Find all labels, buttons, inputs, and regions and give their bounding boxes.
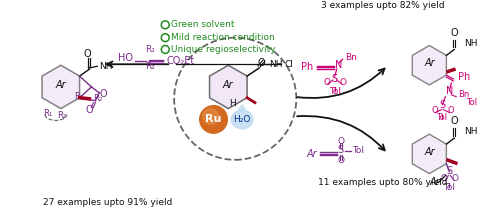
Text: Bn: Bn — [346, 53, 358, 62]
Text: Cl: Cl — [284, 60, 293, 69]
Text: Ph: Ph — [301, 62, 313, 72]
Text: Ph: Ph — [458, 72, 470, 82]
Text: Tol: Tol — [328, 87, 340, 96]
Text: Ar: Ar — [223, 80, 234, 90]
Text: 3 examples upto 82% yield: 3 examples upto 82% yield — [321, 1, 445, 10]
Polygon shape — [42, 65, 80, 109]
Text: Tol: Tol — [444, 183, 456, 192]
Text: O: O — [337, 137, 344, 146]
Text: O: O — [441, 175, 448, 183]
Text: Tol: Tol — [466, 98, 477, 107]
Text: NH: NH — [269, 60, 282, 69]
Text: O: O — [452, 175, 459, 183]
Text: O: O — [84, 49, 92, 59]
Text: Ar: Ar — [56, 80, 66, 90]
Polygon shape — [412, 46, 446, 85]
Text: Ar: Ar — [306, 149, 317, 159]
Circle shape — [202, 109, 218, 124]
Text: 11 examples upto 80% yield: 11 examples upto 80% yield — [318, 178, 448, 187]
Text: NH: NH — [100, 62, 113, 71]
Text: H₂O: H₂O — [234, 115, 251, 124]
Text: Mild reaction condition: Mild reaction condition — [171, 33, 275, 42]
Text: O: O — [339, 78, 346, 87]
Text: R₁: R₁ — [146, 45, 156, 54]
Text: Green solvent: Green solvent — [171, 20, 234, 29]
Text: Unique regioselectivity: Unique regioselectivity — [171, 45, 276, 54]
Text: O: O — [324, 78, 330, 87]
Polygon shape — [237, 104, 247, 111]
Text: Ar: Ar — [424, 147, 434, 157]
Text: Bn: Bn — [458, 90, 469, 99]
Text: O: O — [337, 156, 344, 165]
Text: NH: NH — [464, 127, 477, 136]
Text: Ru: Ru — [206, 114, 222, 124]
Text: S: S — [338, 145, 344, 155]
Circle shape — [200, 106, 228, 133]
Text: O: O — [86, 104, 94, 115]
Text: R₁: R₁ — [44, 109, 52, 118]
Text: R₂: R₂ — [57, 111, 66, 120]
Text: S: S — [332, 74, 338, 84]
Text: 27 examples upto 91% yield: 27 examples upto 91% yield — [43, 198, 172, 207]
Text: O: O — [450, 28, 458, 38]
Text: R₂: R₂ — [146, 62, 156, 71]
Text: Ar: Ar — [430, 177, 440, 187]
Text: O: O — [432, 106, 438, 115]
Polygon shape — [412, 134, 446, 174]
Polygon shape — [210, 65, 247, 109]
Ellipse shape — [232, 110, 253, 129]
Text: O: O — [450, 116, 458, 126]
Text: HO: HO — [118, 53, 132, 63]
Text: O: O — [100, 89, 107, 99]
Text: S: S — [446, 166, 452, 176]
Text: NH: NH — [464, 38, 477, 48]
Text: R₁: R₁ — [74, 92, 84, 101]
Text: N: N — [446, 86, 453, 96]
Text: O: O — [257, 58, 264, 68]
Text: CO₂Et: CO₂Et — [166, 56, 194, 66]
Text: N: N — [335, 60, 342, 70]
Text: Tol: Tol — [352, 146, 364, 155]
Text: H: H — [229, 99, 235, 108]
Text: S: S — [440, 100, 446, 110]
Text: R₂: R₂ — [94, 94, 102, 103]
Text: Tol: Tol — [436, 113, 447, 122]
Text: Ar: Ar — [424, 58, 434, 68]
Text: O: O — [447, 106, 454, 115]
